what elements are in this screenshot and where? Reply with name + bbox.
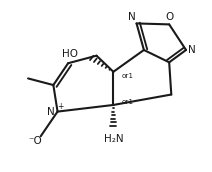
Text: H₂N: H₂N (103, 134, 123, 144)
Text: N: N (188, 45, 196, 55)
Text: +: + (57, 102, 63, 111)
Text: or1: or1 (121, 99, 133, 105)
Text: N: N (128, 12, 136, 22)
Text: N: N (47, 107, 55, 117)
Text: HO: HO (62, 49, 78, 59)
Text: or1: or1 (121, 73, 133, 79)
Text: ⁻O: ⁻O (29, 136, 42, 146)
Text: O: O (165, 12, 173, 22)
